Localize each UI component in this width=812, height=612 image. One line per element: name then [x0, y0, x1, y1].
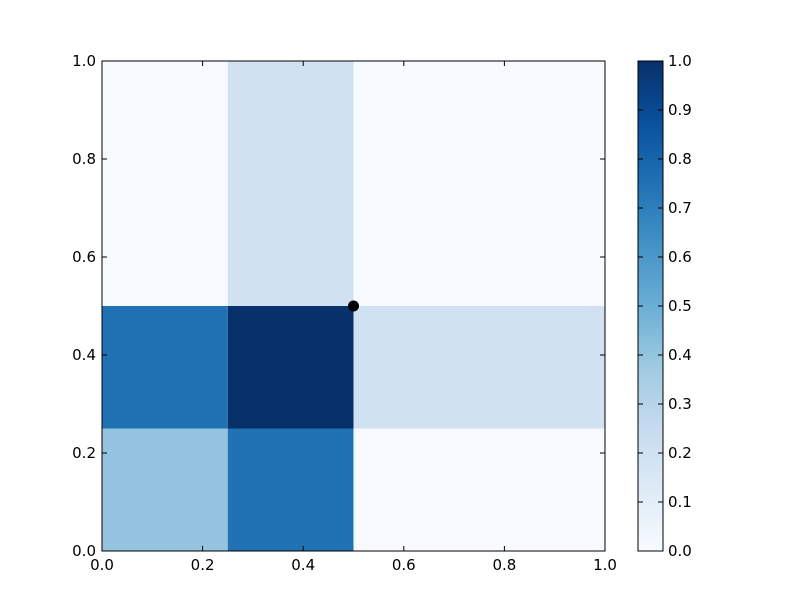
x-tick-labels: 0.0 0.2 0.4 0.6 0.8 1.0	[90, 556, 617, 574]
y-tick-label: 0.8	[72, 150, 96, 168]
y-tick-label: 0.6	[72, 248, 96, 266]
colorbar-tick-label: 0.1	[668, 493, 692, 511]
colorbar-tick-label: 0.3	[668, 395, 692, 413]
colorbar-ticks	[638, 60, 663, 552]
heatmap-cell	[353, 428, 605, 551]
colorbar-tick-label: 0.6	[668, 248, 692, 266]
y-tick-label: 0.0	[72, 542, 96, 560]
colorbar-tick-label: 0.8	[668, 150, 692, 168]
x-tick-label: 0.8	[492, 556, 516, 574]
heatmap-cell	[102, 428, 228, 551]
y-tick-labels: 0.0 0.2 0.4 0.6 0.8 1.0	[72, 52, 96, 560]
heatmap-cell	[102, 306, 228, 429]
heatmap-cell	[227, 61, 354, 306]
y-tick-label: 0.4	[72, 346, 96, 364]
heatmap-cell	[227, 428, 354, 551]
colorbar-tick-label: 0.7	[668, 199, 692, 217]
x-tick-label: 0.6	[392, 556, 416, 574]
plot-frame	[101, 60, 606, 552]
colorbar-tick-label: 0.0	[668, 542, 692, 560]
heatmap-cell	[353, 306, 605, 429]
heatmap-cells	[102, 61, 605, 551]
x-tick-label: 0.0	[90, 556, 114, 574]
heatmap-cell	[353, 61, 605, 306]
marker-layer	[348, 300, 359, 312]
data-marker	[348, 300, 359, 312]
colorbar-tick-label: 0.4	[668, 346, 692, 364]
colorbar-tick-label: 0.5	[668, 297, 692, 315]
colorbar-tick-label: 0.9	[668, 101, 692, 119]
colorbar-tick-label: 0.2	[668, 444, 692, 462]
y-tick-label: 0.2	[72, 444, 96, 462]
x-tick-label: 0.2	[191, 556, 215, 574]
heatmap-cell	[227, 306, 354, 429]
x-tick-label: 0.4	[291, 556, 315, 574]
y-tick-label: 1.0	[72, 52, 96, 70]
heatmap-cell	[102, 61, 228, 306]
axis-ticks	[101, 60, 606, 552]
colorbar-tick-labels: 0.0 0.1 0.2 0.3 0.4 0.5 0.6 0.7 0.8 0.9 1.0	[668, 52, 692, 560]
colorbar-tick-label: 1.0	[668, 52, 692, 70]
x-tick-label: 1.0	[593, 556, 617, 574]
